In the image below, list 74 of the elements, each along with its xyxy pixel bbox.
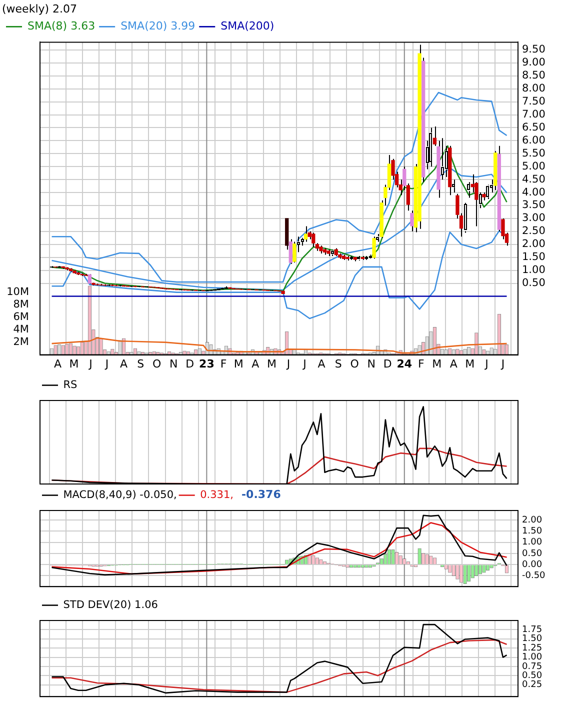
x-tick-label: F xyxy=(418,357,424,370)
y-tick-label: 0.50 xyxy=(522,276,546,289)
y-tick-label: 0.75 xyxy=(522,662,542,672)
x-tick-label: J xyxy=(302,357,306,370)
x-tick-label: J xyxy=(104,357,109,370)
x-tick-label: F xyxy=(220,357,227,370)
x-tick-label: N xyxy=(170,357,178,370)
x-tick-label: A xyxy=(54,357,62,370)
y-tick-label: 0.50 xyxy=(522,670,542,681)
y2-tick-label: 6M xyxy=(13,311,29,324)
y-tick-label: 5.50 xyxy=(522,147,546,160)
y-tick-label: 0.50 xyxy=(522,548,542,559)
x-tick-label: N xyxy=(367,357,376,370)
x-tick-label: M xyxy=(266,357,276,370)
x-tick-label: D xyxy=(186,357,194,370)
x-tick-label: M xyxy=(432,357,442,370)
x-tick-label: J xyxy=(500,357,505,370)
y2-tick-label: 4M xyxy=(13,324,29,336)
x-tick-label: O xyxy=(350,357,360,370)
y-tick-label: 3.00 xyxy=(522,212,546,224)
legend-label: RS xyxy=(63,378,78,391)
y-tick-label: 9.00 xyxy=(522,56,546,69)
y2-tick-label: 10M xyxy=(6,286,29,298)
x-tick-label: M xyxy=(465,357,475,370)
x-tick-label: M xyxy=(234,357,244,370)
x-tick-label: J xyxy=(88,357,92,370)
y-tick-label: 4.50 xyxy=(522,173,546,186)
y-tick-label: 1.25 xyxy=(522,643,542,654)
x-tick-label: J xyxy=(286,357,290,370)
text: -0.376 xyxy=(241,488,282,502)
y-tick-label: 2.00 xyxy=(522,515,542,526)
y-tick-label: 7.00 xyxy=(522,108,546,121)
legend-label: 0.331, xyxy=(200,488,234,501)
y-tick-label: 4.00 xyxy=(522,186,546,198)
x-tick-label: A xyxy=(450,357,458,370)
y-tick-label: 2.00 xyxy=(522,238,546,250)
legend-label: SMA(8) 3.63 xyxy=(28,20,96,33)
x-tick-label: 24 xyxy=(396,357,412,370)
x-tick-label: A xyxy=(252,357,260,370)
chart-title: (weekly) 2.07 xyxy=(2,2,78,16)
x-tick-label: D xyxy=(383,357,392,370)
y-tick-label: 1.50 xyxy=(522,634,542,644)
y-tick-label: 1.00 xyxy=(522,264,546,276)
x-tick-label: A xyxy=(318,357,326,370)
y-tick-label: 6.00 xyxy=(522,134,546,146)
y-tick-label: 0.25 xyxy=(522,680,542,690)
x-tick-label: 23 xyxy=(199,357,214,370)
y-tick-label: 8.50 xyxy=(522,70,546,82)
y-tick-label: 1.50 xyxy=(522,526,542,537)
x-tick-label: S xyxy=(137,357,144,370)
y2-tick-label: 8M xyxy=(13,298,29,311)
legend-label: SMA(200) xyxy=(220,20,274,33)
x-tick-label: A xyxy=(120,357,128,370)
legend-label: STD DEV(20) 1.06 xyxy=(63,598,158,611)
x-tick-label: O xyxy=(152,357,162,370)
y-tick-label: 0.00 xyxy=(522,560,542,570)
y-tick-label: 2.50 xyxy=(522,225,546,238)
y-tick-label: 1.75 xyxy=(522,625,542,636)
x-tick-label: M xyxy=(69,357,79,370)
y-tick-label: -0.50 xyxy=(522,571,546,582)
y-tick-label: 8.00 xyxy=(522,82,546,95)
y-tick-label: 9.50 xyxy=(522,44,546,56)
legend-label: MACD(8,40,9) -0.050, xyxy=(63,488,177,501)
y-tick-label: 1.00 xyxy=(522,538,542,548)
y-tick-label: 5.00 xyxy=(522,160,546,172)
x-tick-label: J xyxy=(484,357,488,370)
y-tick-label: 1.50 xyxy=(522,251,546,264)
y2-tick-label: 2M xyxy=(13,336,29,348)
x-tick-label: S xyxy=(334,357,342,370)
y-tick-label: 3.50 xyxy=(522,199,546,212)
y-tick-label: 1.00 xyxy=(522,652,542,663)
y-tick-label: 6.50 xyxy=(522,121,546,134)
legend-label: SMA(20) 3.99 xyxy=(120,20,196,33)
y-tick-label: 7.50 xyxy=(522,96,546,108)
